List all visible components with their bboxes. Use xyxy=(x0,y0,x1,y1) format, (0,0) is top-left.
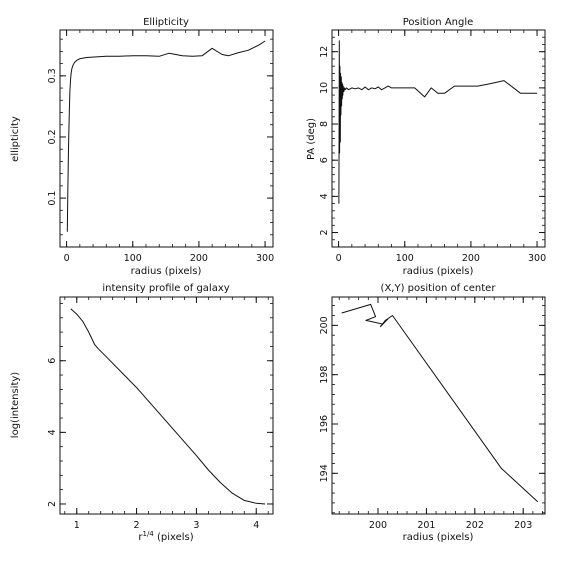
ellipticity-x-axis-label: radius (pixels) xyxy=(131,266,202,277)
y-tick-label: 196 xyxy=(319,415,330,433)
y-tick-label: 194 xyxy=(319,464,330,482)
x-tick-label: 202 xyxy=(466,520,484,531)
ellipticity-panel: Ellipticity 0 100 200 300 0.1 0.2 0.3 radius (… xyxy=(10,17,274,277)
y-tick-label: 2 xyxy=(47,501,58,507)
ellipticity-plot-frame xyxy=(59,29,274,248)
y-tick-label: 0.1 xyxy=(47,191,58,206)
x-tick-label: 2 xyxy=(134,520,140,531)
position-angle-title: Position Angle xyxy=(403,17,474,28)
y-tick-label: 6 xyxy=(47,358,58,364)
center-position-plot-frame xyxy=(331,296,546,515)
ellipticity-ticks: 0 100 200 300 0.1 0.2 0.3 xyxy=(47,30,274,264)
x-tick-label: 100 xyxy=(124,253,142,264)
position-angle-y-axis-label: PA (deg) xyxy=(306,118,317,160)
x-tick-label: 200 xyxy=(369,520,387,531)
ellipticity-y-axis-label: ellipticity xyxy=(10,116,21,162)
y-tick-label: 8 xyxy=(319,121,330,127)
x-tick-label: 203 xyxy=(514,520,532,531)
y-tick-label: 198 xyxy=(319,366,330,384)
x-tick-label: 100 xyxy=(396,253,414,264)
y-tick-label: 12 xyxy=(319,46,330,58)
ellipticity-series-line xyxy=(66,40,266,232)
x-label-base: r xyxy=(138,532,143,543)
ellipticity-title: Ellipticity xyxy=(143,17,189,28)
x-tick-label: 3 xyxy=(193,520,199,531)
intensity-profile-title: intensity profile of galaxy xyxy=(102,283,229,294)
center-position-series-line xyxy=(341,303,539,503)
intensity-profile-x-axis-label: r1/4 (pixels) xyxy=(138,530,193,543)
x-tick-label: 0 xyxy=(336,253,342,264)
intensity-profile-plot-frame xyxy=(59,296,274,515)
x-tick-label: 300 xyxy=(256,253,274,264)
intensity-profile-panel: intensity profile of galaxy 1 2 3 4 2 4 6 r1/4… xyxy=(10,283,274,543)
intensity-profile-series-line xyxy=(70,308,266,505)
x-tick-label: 1 xyxy=(74,520,80,531)
x-tick-label: 300 xyxy=(528,253,546,264)
x-label-superscript: 1/4 xyxy=(143,530,155,538)
position-angle-panel: Position Angle 0 100 200 300 2 4 6 8 10 12 radius… xyxy=(306,17,546,277)
intensity-profile-y-axis-label: log(intensity) xyxy=(10,372,21,439)
center-position-x-axis-label: radius (pixels) xyxy=(403,532,474,543)
y-tick-label: 10 xyxy=(319,82,330,94)
position-angle-plot-frame xyxy=(331,29,546,248)
y-tick-label: 4 xyxy=(319,193,330,199)
x-tick-label: 4 xyxy=(253,520,259,531)
position-angle-series-line xyxy=(338,40,538,204)
x-tick-label: 200 xyxy=(462,253,480,264)
position-angle-ticks: 0 100 200 300 2 4 6 8 10 12 xyxy=(319,29,546,264)
center-position-ticks: 200 201 202 203 194 196 198 200 xyxy=(319,297,545,531)
y-tick-label: 0.3 xyxy=(47,68,58,83)
y-tick-label: 6 xyxy=(319,157,330,163)
center-position-title: (X,Y) position of center xyxy=(381,283,497,294)
x-label-units: (pixels) xyxy=(154,532,194,543)
y-tick-label: 4 xyxy=(47,429,58,435)
y-tick-label: 2 xyxy=(319,230,330,236)
position-angle-x-axis-label: radius (pixels) xyxy=(403,266,474,277)
x-tick-label: 201 xyxy=(417,520,435,531)
y-tick-label: 200 xyxy=(319,316,330,334)
intensity-profile-ticks: 1 2 3 4 2 4 6 xyxy=(47,297,273,531)
x-tick-label: 0 xyxy=(64,253,70,264)
x-tick-label: 200 xyxy=(190,253,208,264)
y-tick-label: 0.2 xyxy=(47,129,58,144)
center-position-panel: (X,Y) position of center 200 201 202 203 194… xyxy=(319,283,546,543)
